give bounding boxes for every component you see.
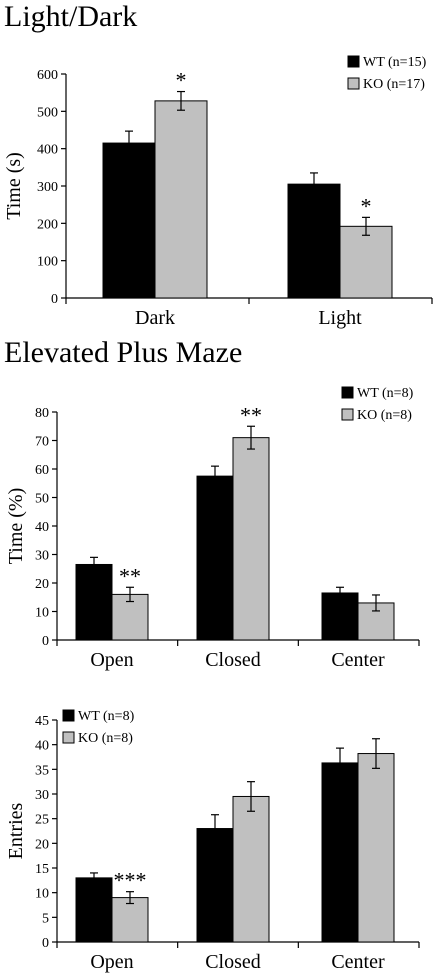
y-tick-label: 10 xyxy=(35,606,49,621)
y-tick-label: 45 xyxy=(35,714,49,729)
legend-label: WT (n=8) xyxy=(78,709,135,724)
y-tick-label: 20 xyxy=(35,577,49,592)
y-tick-label: 10 xyxy=(35,887,49,902)
significance-label: * xyxy=(176,68,187,93)
legend-swatch xyxy=(341,386,354,399)
x-category-label: Closed xyxy=(205,951,261,973)
x-category-label: Dark xyxy=(135,307,175,329)
y-axis-label: Time (%) xyxy=(5,488,27,564)
legend-label: KO (n=17) xyxy=(363,77,425,92)
bar xyxy=(232,795,270,943)
legend-swatch xyxy=(62,731,75,744)
y-tick-label: 70 xyxy=(35,435,49,450)
legend-swatch xyxy=(341,408,354,421)
y-tick-label: 0 xyxy=(42,936,49,951)
y-tick-label: 300 xyxy=(37,180,58,195)
legend-label: WT (n=8) xyxy=(357,386,414,401)
significance-label: *** xyxy=(114,868,147,893)
section-title-light-dark: Light/Dark xyxy=(4,0,138,33)
bar xyxy=(357,753,395,943)
y-tick-label: 80 xyxy=(35,406,49,421)
bar xyxy=(321,762,359,943)
x-category-label: Open xyxy=(90,951,133,973)
bar xyxy=(196,828,234,943)
bar xyxy=(75,563,113,641)
bar xyxy=(154,100,208,299)
significance-label: ** xyxy=(240,402,262,427)
chart-light-dark: 0 100 200 300 400 500 600 Dark Light Time (s) * * WT… xyxy=(3,55,433,329)
bar xyxy=(321,592,359,641)
bar xyxy=(111,897,149,943)
chart-epm-time: 0 10 20 30 40 50 60 70 80 Open Closed Center Time (%… xyxy=(5,386,420,671)
y-tick-label: 35 xyxy=(35,763,49,778)
y-tick-label: 200 xyxy=(37,217,58,232)
y-tick-label: 15 xyxy=(35,862,49,877)
bar xyxy=(232,437,270,641)
y-tick-label: 20 xyxy=(35,837,49,852)
legend-swatch xyxy=(347,55,360,68)
x-category-label: Closed xyxy=(205,649,261,671)
bar xyxy=(75,877,113,943)
y-axis-label: Time (s) xyxy=(3,152,25,220)
y-tick-label: 5 xyxy=(42,911,49,926)
y-axis-label: Entries xyxy=(5,802,27,859)
legend-label: KO (n=8) xyxy=(78,731,133,746)
y-tick-label: 30 xyxy=(35,549,49,564)
y-tick-label: 500 xyxy=(37,105,58,120)
chart-epm-entries: 0 5 10 15 20 25 30 35 40 45 Open Closed Center Entrie… xyxy=(5,709,420,973)
x-category-label: Center xyxy=(331,951,385,973)
bar xyxy=(196,475,234,641)
legend-swatch xyxy=(347,77,360,90)
section-title-elevated-plus-maze: Elevated Plus Maze xyxy=(4,336,243,369)
bar xyxy=(339,225,393,299)
legend-label: WT (n=15) xyxy=(363,55,427,70)
y-tick-label: 40 xyxy=(35,520,49,535)
legend-swatch xyxy=(62,709,75,722)
y-tick-label: 400 xyxy=(37,143,58,158)
y-tick-label: 30 xyxy=(35,788,49,803)
y-tick-label: 600 xyxy=(37,68,58,83)
significance-label: * xyxy=(361,193,372,218)
bar xyxy=(287,183,341,299)
significance-label: ** xyxy=(119,563,141,588)
x-category-label: Open xyxy=(90,649,133,671)
y-tick-label: 40 xyxy=(35,739,49,754)
y-tick-label: 60 xyxy=(35,463,49,478)
y-tick-label: 25 xyxy=(35,813,49,828)
y-tick-label: 0 xyxy=(51,292,58,307)
x-category-label: Light xyxy=(318,307,362,329)
y-tick-label: 50 xyxy=(35,492,49,507)
x-category-label: Center xyxy=(331,649,385,671)
y-tick-label: 100 xyxy=(37,255,58,270)
y-tick-label: 0 xyxy=(42,634,49,649)
bar xyxy=(102,142,156,299)
legend-label: KO (n=8) xyxy=(357,408,412,423)
